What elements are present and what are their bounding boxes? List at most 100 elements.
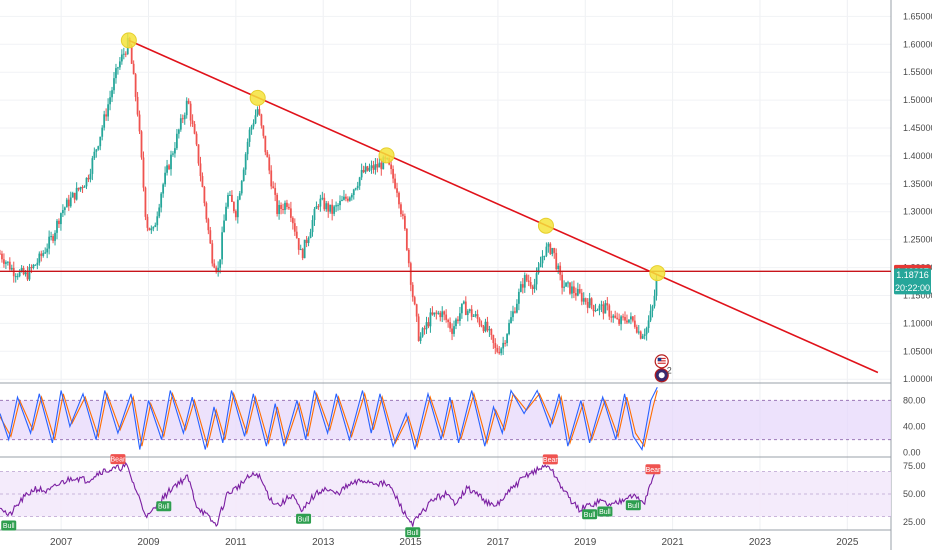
candle-body (443, 311, 446, 315)
signal-label: Bull (627, 503, 639, 510)
bear-signal[interactable]: Bear (110, 454, 126, 465)
bull-signal[interactable]: Bull (296, 513, 312, 524)
candle-body (289, 208, 292, 218)
candle-body (28, 267, 31, 280)
year-label-2023: 2023 (749, 537, 772, 548)
candle-body (348, 197, 351, 201)
candle-body (519, 284, 522, 292)
candle-body (653, 295, 656, 307)
candle-body (179, 118, 182, 130)
candle-body (616, 317, 619, 319)
candle-body (337, 205, 339, 207)
candle-body (431, 312, 434, 315)
signal-bg (542, 454, 558, 465)
candle-body (486, 321, 489, 331)
year-label-2019: 2019 (574, 537, 597, 548)
candle-body (333, 206, 336, 214)
candles[interactable] (0, 33, 658, 356)
candle-body (248, 129, 251, 142)
candle-body (323, 197, 326, 210)
us-flag-icon[interactable] (654, 354, 669, 369)
candle-body (490, 329, 493, 336)
candle-body (405, 228, 408, 250)
candle-body (474, 314, 477, 316)
candle-body (411, 284, 414, 298)
candle-body (58, 220, 60, 225)
candle-body (12, 267, 15, 277)
stoch-d-line[interactable] (0, 390, 658, 449)
price-pane[interactable] (0, 32, 891, 374)
signal-bg (645, 464, 661, 475)
candle-body (276, 194, 279, 214)
current-price-badge-bg (894, 268, 931, 295)
candle-body (154, 225, 157, 227)
candle-body (258, 109, 261, 115)
signal-label: Bull (3, 523, 15, 530)
price-tick-label: 1.15000 (903, 290, 932, 300)
time-axis[interactable]: 2007 2009 2011 2013 2015 2017 2019 2021 2023 2025 (50, 537, 859, 548)
candle-body (407, 249, 410, 264)
candle-body (120, 54, 123, 62)
candle-body (164, 172, 166, 185)
candle-body (203, 186, 206, 204)
price-grid (0, 0, 892, 550)
touch-point-marker[interactable] (649, 265, 666, 282)
candle-body (225, 206, 227, 221)
stoch-rsi-pane[interactable] (0, 387, 891, 451)
bull-signal[interactable]: Bull (625, 500, 641, 511)
candle-body (209, 230, 212, 244)
bull-signal[interactable]: Bull (597, 506, 613, 517)
candle-body (146, 216, 149, 228)
candle-body (576, 289, 579, 296)
candle-body (435, 312, 438, 314)
candle-body (30, 267, 33, 269)
bull-signal[interactable]: Bull (156, 501, 172, 512)
candle-body (99, 136, 102, 147)
candle-body (378, 162, 381, 168)
candle-body (345, 196, 347, 199)
candle-body (175, 133, 178, 149)
candle-body (470, 309, 473, 317)
bull-signal[interactable]: Bull (1, 520, 17, 531)
candle-body (464, 301, 467, 316)
candle-body (36, 262, 39, 265)
price-axis[interactable]: 1.65000 1.60000 1.55000 1.50000 1.45000 1.400… (894, 11, 932, 527)
current-price-badge[interactable]: 1.18716 20:22:00 (894, 268, 931, 295)
touch-point-marker[interactable] (537, 217, 554, 234)
price-tick-label: 1.65000 (903, 11, 932, 21)
stoch-k-line[interactable] (0, 387, 658, 451)
calendar-event-icon[interactable]: 2 (654, 365, 672, 383)
bull-signal[interactable]: Bull (582, 509, 598, 520)
touch-point-marker[interactable] (120, 32, 137, 49)
candle-body (201, 176, 204, 187)
candle-body (278, 204, 280, 214)
candle-body (403, 215, 406, 229)
candle-body (596, 309, 599, 311)
touch-point-marker[interactable] (378, 147, 395, 164)
bull-signal[interactable]: Bull (405, 527, 421, 538)
bear-signal[interactable]: Bear (645, 464, 661, 475)
candle-body (8, 261, 11, 270)
touch-point-marker[interactable] (249, 89, 266, 106)
candle-body (105, 114, 108, 117)
rsi-line[interactable] (0, 462, 657, 528)
candle-body (262, 125, 265, 136)
candle-body (252, 123, 255, 127)
candle-body (402, 214, 404, 216)
candle-body (282, 209, 284, 211)
event-markers[interactable]: 2 (654, 354, 672, 383)
us-flag-icon-canton (657, 357, 662, 362)
candle-body (56, 220, 58, 233)
bear-signal[interactable]: Bear (542, 454, 559, 465)
candle-body (500, 348, 503, 354)
candle-body (529, 281, 532, 287)
candle-body (645, 328, 648, 335)
candle-body (286, 202, 288, 207)
candle-body (574, 293, 577, 296)
candle-body (65, 199, 68, 208)
candle-body (457, 319, 459, 321)
candle-body (229, 194, 231, 196)
candle-body (494, 343, 497, 348)
